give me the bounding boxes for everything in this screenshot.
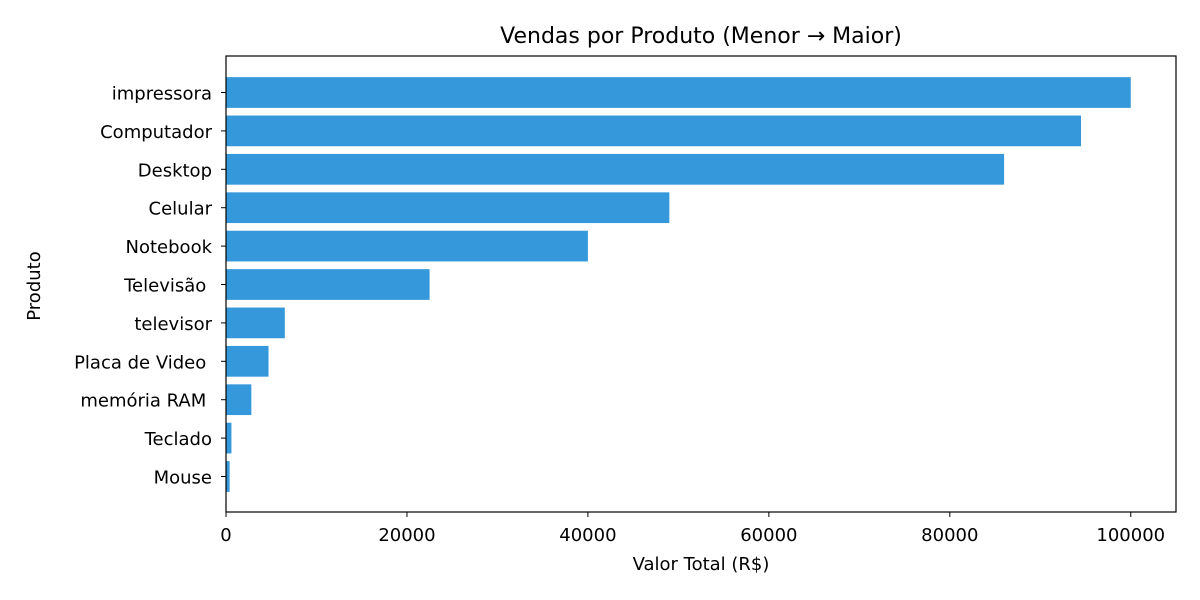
bar-celular xyxy=(226,192,670,224)
x-tick-label: 40000 xyxy=(559,525,616,546)
y-tick-label: Notebook xyxy=(126,237,213,258)
y-tick-label: Mouse xyxy=(154,468,212,489)
bar-teclado xyxy=(226,422,232,454)
x-tick-label: 20000 xyxy=(378,525,435,546)
y-tick-label: memória RAM xyxy=(80,391,212,412)
y-tick-label: Teclado xyxy=(144,429,212,450)
x-tick-label: 80000 xyxy=(921,525,978,546)
y-tick-label: Desktop xyxy=(138,160,212,181)
bar-televisor xyxy=(226,307,285,339)
bar-computador xyxy=(226,115,1081,147)
x-tick-label: 100000 xyxy=(1096,525,1165,546)
bar-desktop xyxy=(226,153,1005,185)
bar-impressora xyxy=(226,77,1131,108)
x-tick-label: 60000 xyxy=(740,525,797,546)
y-tick-labels: Mouse Teclado memória RAM Placa de Video t… xyxy=(74,84,226,489)
bar-mouse xyxy=(226,461,230,492)
y-axis-label: Produto xyxy=(24,251,45,320)
y-tick-label: impressora xyxy=(112,84,212,105)
y-tick-label: televisor xyxy=(134,314,212,335)
x-tick-labels: 0 20000 40000 60000 80000 100000 xyxy=(220,512,1165,546)
y-tick-label: Placa de Video xyxy=(74,352,212,373)
x-axis-label: Valor Total (R$) xyxy=(633,554,770,575)
plot-frame xyxy=(225,55,1177,513)
bar-placa-de-video xyxy=(226,345,269,377)
bars-group xyxy=(226,77,1131,492)
bar-televisão xyxy=(226,269,430,300)
x-tick-label: 0 xyxy=(220,525,231,546)
y-tick-label: Celular xyxy=(149,199,213,220)
bar-notebook xyxy=(226,230,588,262)
y-tick-label: Computador xyxy=(100,122,212,143)
bar-memória-ram xyxy=(226,384,252,416)
y-tick-label: Televisão xyxy=(123,276,212,297)
chart-title: Vendas por Produto (Menor → Maior) xyxy=(500,24,902,49)
